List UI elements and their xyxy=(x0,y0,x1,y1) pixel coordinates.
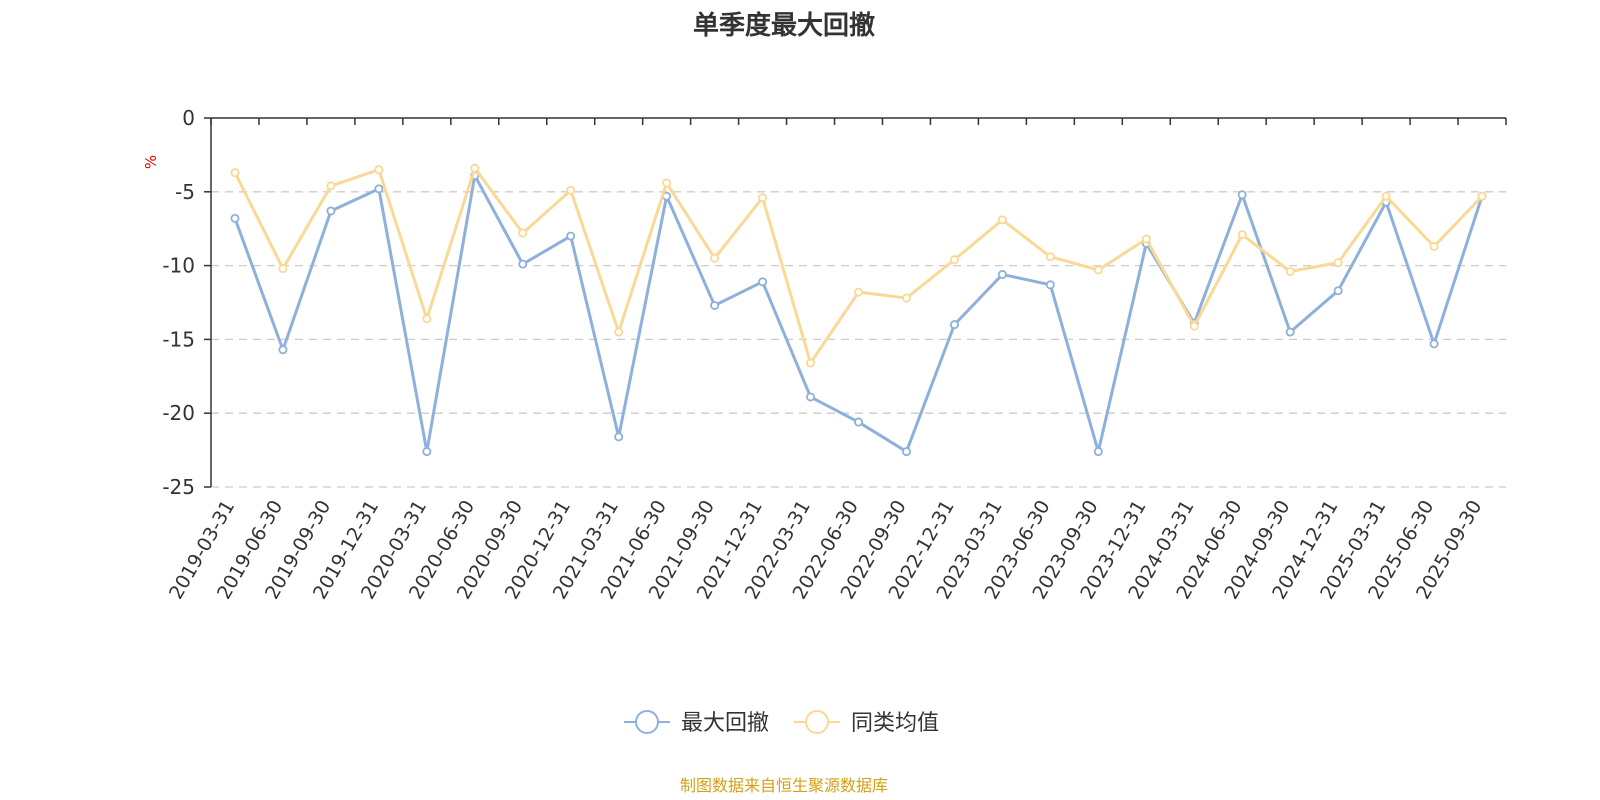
y-tick-label: -20 xyxy=(162,401,195,425)
data-point[interactable] xyxy=(566,231,576,241)
legend-label: 同类均值 xyxy=(851,711,939,736)
data-point[interactable] xyxy=(1237,230,1247,240)
data-point[interactable] xyxy=(710,300,720,310)
data-point[interactable] xyxy=(1045,280,1055,290)
data-point[interactable] xyxy=(1045,252,1055,262)
legend-item[interactable]: 最大回撤 xyxy=(624,710,769,736)
data-point[interactable] xyxy=(374,184,384,194)
y-axis-unit-label: % xyxy=(142,155,160,169)
grid-lines xyxy=(211,191,1506,488)
data-point[interactable] xyxy=(901,293,911,303)
data-point[interactable] xyxy=(470,163,480,173)
legend-marker-icon xyxy=(805,710,829,734)
data-point[interactable] xyxy=(854,417,864,427)
legend[interactable]: 最大回撤 同类均值 xyxy=(624,710,939,736)
data-point[interactable] xyxy=(997,215,1007,225)
data-point[interactable] xyxy=(1429,241,1439,251)
legend-item[interactable]: 同类均值 xyxy=(794,710,939,736)
y-tick-label: -5 xyxy=(175,180,195,204)
series-line xyxy=(233,174,1484,454)
data-point[interactable] xyxy=(614,327,624,337)
data-point[interactable] xyxy=(949,320,959,330)
data-point[interactable] xyxy=(1333,286,1343,296)
data-point[interactable] xyxy=(1093,447,1103,457)
data-point[interactable] xyxy=(1093,265,1103,275)
data-point[interactable] xyxy=(614,432,624,442)
data-point[interactable] xyxy=(1237,190,1247,200)
data-point[interactable] xyxy=(518,259,528,269)
y-tick-label: -15 xyxy=(162,327,195,351)
data-point[interactable] xyxy=(278,345,288,355)
data-point[interactable] xyxy=(1381,191,1391,201)
data-point[interactable] xyxy=(230,168,240,178)
legend-marker-icon xyxy=(635,710,659,734)
data-point[interactable] xyxy=(566,185,576,195)
data-point[interactable] xyxy=(422,314,432,324)
axes: 0-5-10-15-20-252019-03-312019-06-302019-… xyxy=(162,106,1507,603)
data-point[interactable] xyxy=(326,206,336,216)
y-tick-label: -25 xyxy=(162,475,195,499)
data-point[interactable] xyxy=(422,447,432,457)
data-point[interactable] xyxy=(1285,267,1295,277)
legend-label: 最大回撤 xyxy=(681,711,769,736)
data-point[interactable] xyxy=(374,165,384,175)
data-point[interactable] xyxy=(326,181,336,191)
data-point[interactable] xyxy=(1477,191,1487,201)
y-tick-label: -10 xyxy=(162,254,195,278)
data-point[interactable] xyxy=(949,255,959,265)
data-point[interactable] xyxy=(806,358,816,368)
data-point[interactable] xyxy=(710,253,720,263)
data-point[interactable] xyxy=(1285,327,1295,337)
data-point[interactable] xyxy=(901,447,911,457)
data-point[interactable] xyxy=(1189,321,1199,331)
series-lines xyxy=(230,163,1487,457)
series-2 xyxy=(230,163,1487,368)
data-point[interactable] xyxy=(997,269,1007,279)
data-point[interactable] xyxy=(758,277,768,287)
source-note: 制图数据来自恒生聚源数据库 xyxy=(680,776,888,795)
data-point[interactable] xyxy=(278,264,288,274)
data-point[interactable] xyxy=(1429,339,1439,349)
y-tick-label: 0 xyxy=(182,106,195,130)
data-point[interactable] xyxy=(854,287,864,297)
data-point[interactable] xyxy=(230,213,240,223)
data-point[interactable] xyxy=(518,228,528,238)
data-point[interactable] xyxy=(806,392,816,402)
chart-title: 单季度最大回撤 xyxy=(693,10,875,41)
data-point[interactable] xyxy=(662,178,672,188)
data-point[interactable] xyxy=(758,193,768,203)
data-point[interactable] xyxy=(1141,234,1151,244)
data-point[interactable] xyxy=(1333,258,1343,268)
